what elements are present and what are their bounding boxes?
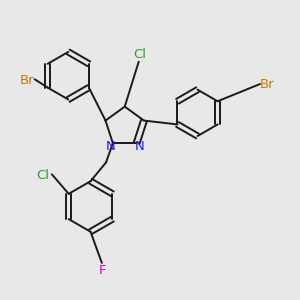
Text: N: N — [135, 140, 145, 153]
Text: Br: Br — [19, 74, 34, 87]
Text: N: N — [106, 140, 116, 153]
Text: Cl: Cl — [36, 169, 49, 182]
Text: F: F — [99, 264, 106, 277]
Text: Br: Br — [260, 78, 275, 91]
Text: Cl: Cl — [133, 48, 146, 62]
